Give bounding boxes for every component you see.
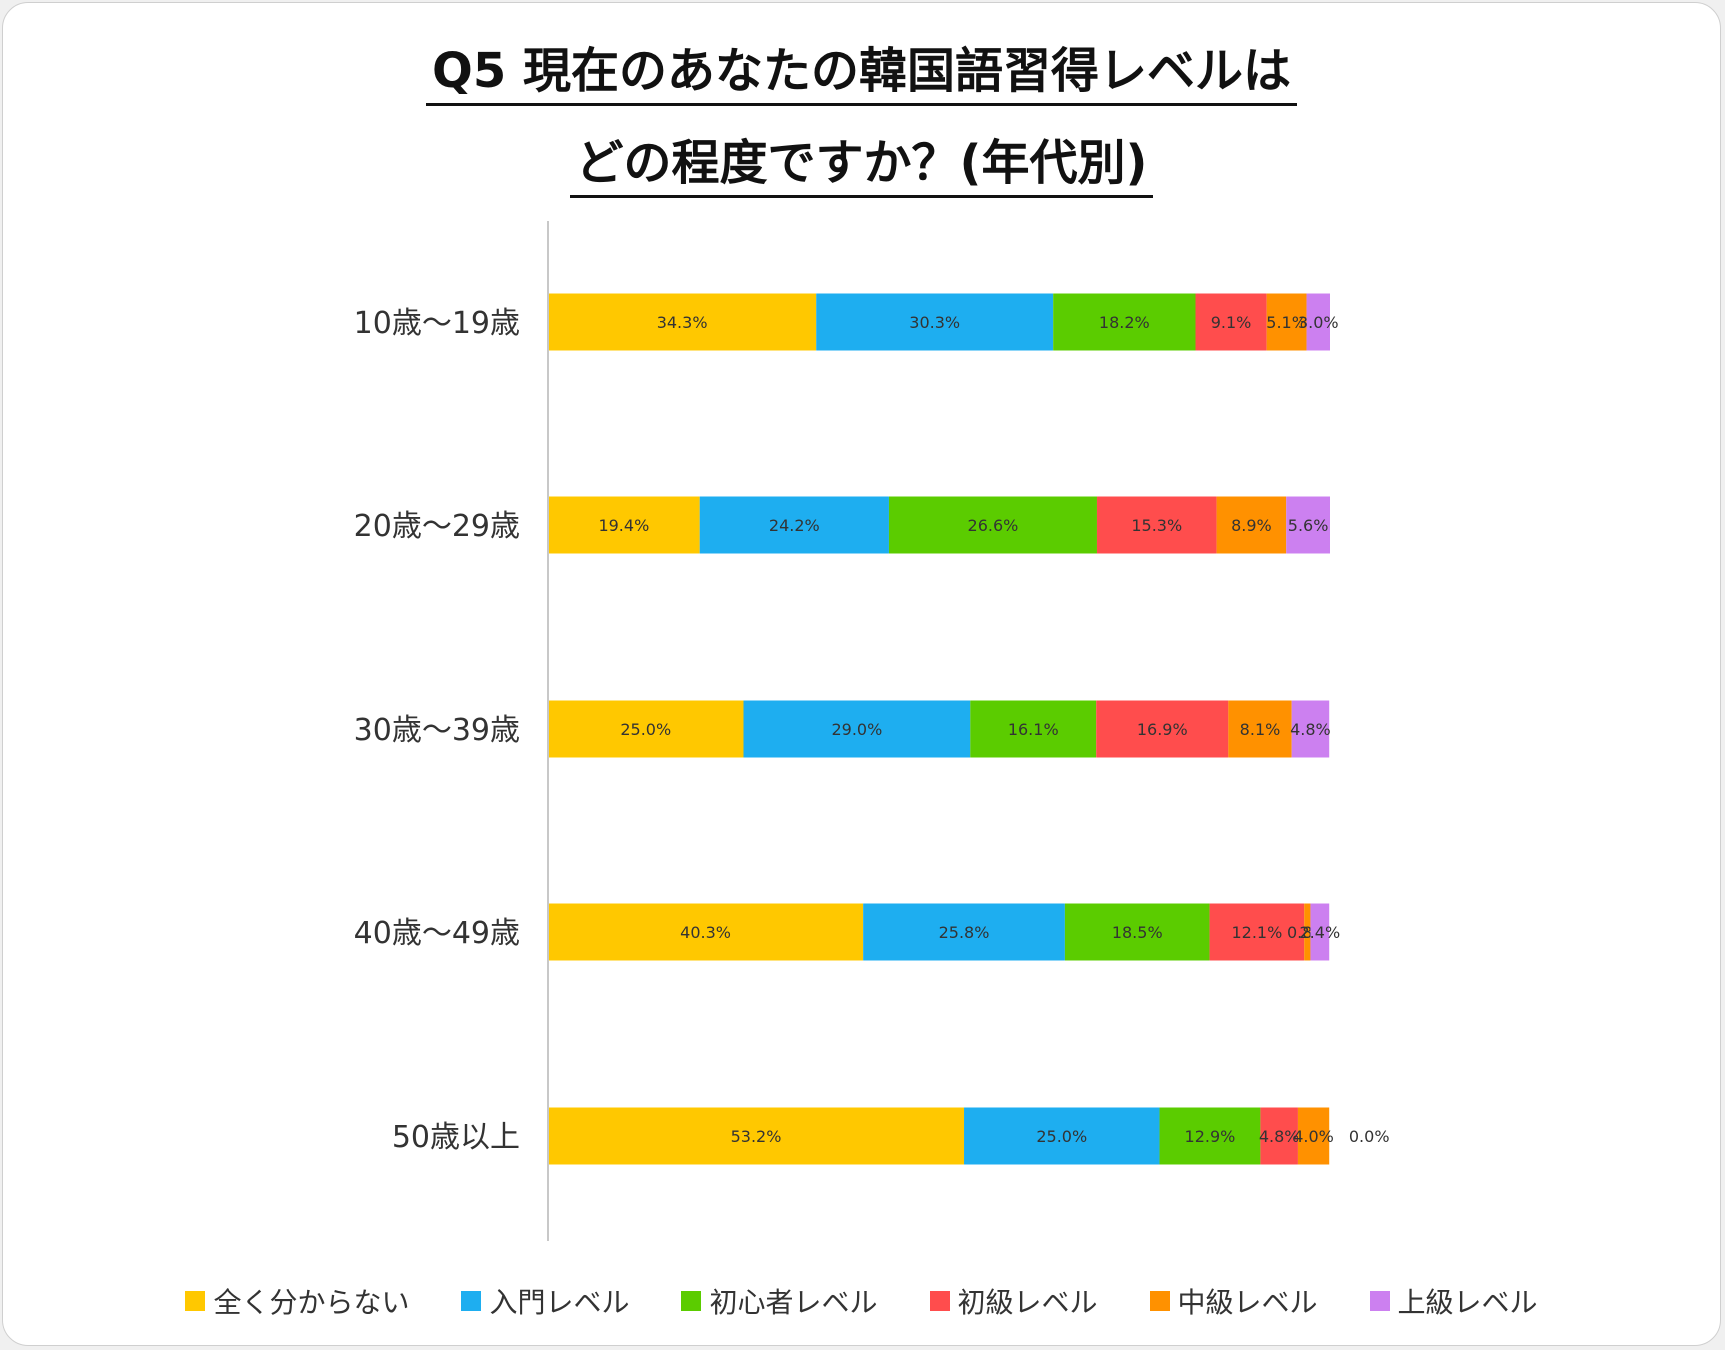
- category-label: 10歳～19歳: [354, 306, 520, 341]
- bar-segment: [1195, 293, 1267, 351]
- chart-title-line-2: どの程度ですか？(年代別): [3, 133, 1720, 198]
- data-label: 12.9%: [1185, 1127, 1236, 1146]
- chart-title-line-1: Q5 現在のあなたの韓国語習得レベルは: [3, 41, 1720, 106]
- data-label: 0.0%: [1349, 1127, 1390, 1146]
- legend-swatch: [1369, 1291, 1390, 1311]
- data-label: 8.1%: [1240, 720, 1281, 739]
- legend-swatch: [681, 1291, 702, 1311]
- bar-segment: [888, 496, 1097, 554]
- bar-segment: [1304, 903, 1311, 961]
- data-label: 18.2%: [1099, 313, 1150, 332]
- legend-label: 入門レベル: [489, 1286, 630, 1319]
- legend-label: 中級レベル: [1177, 1286, 1318, 1319]
- data-label: 5.1%: [1266, 313, 1307, 332]
- data-label: 53.2%: [731, 1127, 782, 1146]
- bar-segment: [1209, 903, 1305, 961]
- data-label: 25.8%: [939, 923, 990, 942]
- bar-segment: [1310, 903, 1330, 961]
- data-label: 19.4%: [598, 516, 649, 535]
- bar-segment: [863, 903, 1065, 961]
- bar-segment: [548, 293, 817, 351]
- bar-segment: [548, 496, 700, 554]
- bar-segment: [743, 700, 971, 758]
- bar-segment: [699, 496, 889, 554]
- data-label: 34.3%: [657, 313, 708, 332]
- data-label: 9.1%: [1211, 313, 1252, 332]
- bar-segment: [1159, 1107, 1261, 1165]
- data-label: 4.8%: [1259, 1127, 1300, 1146]
- legend-swatch: [1149, 1291, 1170, 1311]
- legend-label: 初心者レベル: [709, 1286, 878, 1319]
- legend-item: 全く分からない: [185, 1281, 409, 1321]
- legend-swatch: [461, 1291, 482, 1311]
- legend-swatch: [185, 1291, 206, 1311]
- bar-segment: [1306, 293, 1330, 351]
- bar-segment: [964, 1107, 1160, 1165]
- legend-item: 中級レベル: [1149, 1281, 1318, 1321]
- category-label: 20歳～29歳: [354, 509, 520, 544]
- data-label: 16.1%: [1008, 720, 1059, 739]
- legend-label: 全く分からない: [213, 1286, 410, 1319]
- data-label: 2.4%: [1300, 923, 1341, 942]
- bar-segment: [1291, 700, 1330, 758]
- bar-segment: [1064, 903, 1210, 961]
- data-label: 30.3%: [909, 313, 960, 332]
- bar-segment: [1053, 293, 1196, 351]
- legend-swatch: [929, 1291, 950, 1311]
- legend-label: 上級レベル: [1397, 1286, 1538, 1319]
- category-label: 30歳～39歳: [354, 713, 520, 748]
- legend-item: 初心者レベル: [681, 1281, 878, 1321]
- data-label: 3.0%: [1298, 313, 1339, 332]
- data-label: 16.9%: [1137, 720, 1188, 739]
- data-label: 25.0%: [620, 720, 671, 739]
- legend-item: 初級レベル: [929, 1281, 1098, 1321]
- category-label: 40歳～49歳: [354, 916, 520, 951]
- bar-segment: [548, 903, 864, 961]
- bar-segment: [1286, 496, 1330, 554]
- stacked-bar-chart: 10歳～19歳 34.3% 30.3% 18.2% 9.1% 5.1%3.0% 20歳～29…: [354, 221, 1390, 1241]
- data-label: 29.0%: [831, 720, 882, 739]
- bar-segment: [1096, 496, 1217, 554]
- data-label: 15.3%: [1131, 516, 1182, 535]
- legend-item: 上級レベル: [1369, 1281, 1538, 1321]
- legend-label: 初級レベル: [957, 1286, 1098, 1319]
- bar-segment: [548, 1107, 965, 1165]
- legend-item: 入門レベル: [461, 1281, 629, 1321]
- bar-segment: [548, 700, 744, 758]
- bar-segment: [1228, 700, 1292, 758]
- data-label: 26.6%: [968, 516, 1019, 535]
- data-label: 40.3%: [680, 923, 731, 942]
- data-label: 4.0%: [1293, 1127, 1334, 1146]
- chart-legend: 全く分からない 入門レベル 初心者レベル 初級レベル 中級レベル 上級レベル: [3, 1281, 1720, 1321]
- bar-segment: [1096, 700, 1229, 758]
- bar-segment: [1266, 293, 1307, 351]
- category-label: 50歳以上: [392, 1120, 520, 1155]
- data-label: 4.8%: [1290, 720, 1331, 739]
- bar-segment: [970, 700, 1097, 758]
- data-label: 18.5%: [1112, 923, 1163, 942]
- bar-segment: [816, 293, 1054, 351]
- data-label: 8.9%: [1231, 516, 1272, 535]
- bar-segment: [1297, 1107, 1330, 1165]
- data-label: 5.6%: [1288, 516, 1329, 535]
- bar-segment: [1216, 496, 1287, 554]
- data-label: 12.1%: [1231, 923, 1282, 942]
- data-label: 24.2%: [769, 516, 820, 535]
- data-label: 25.0%: [1036, 1127, 1087, 1146]
- bar-segment: [1260, 1107, 1298, 1165]
